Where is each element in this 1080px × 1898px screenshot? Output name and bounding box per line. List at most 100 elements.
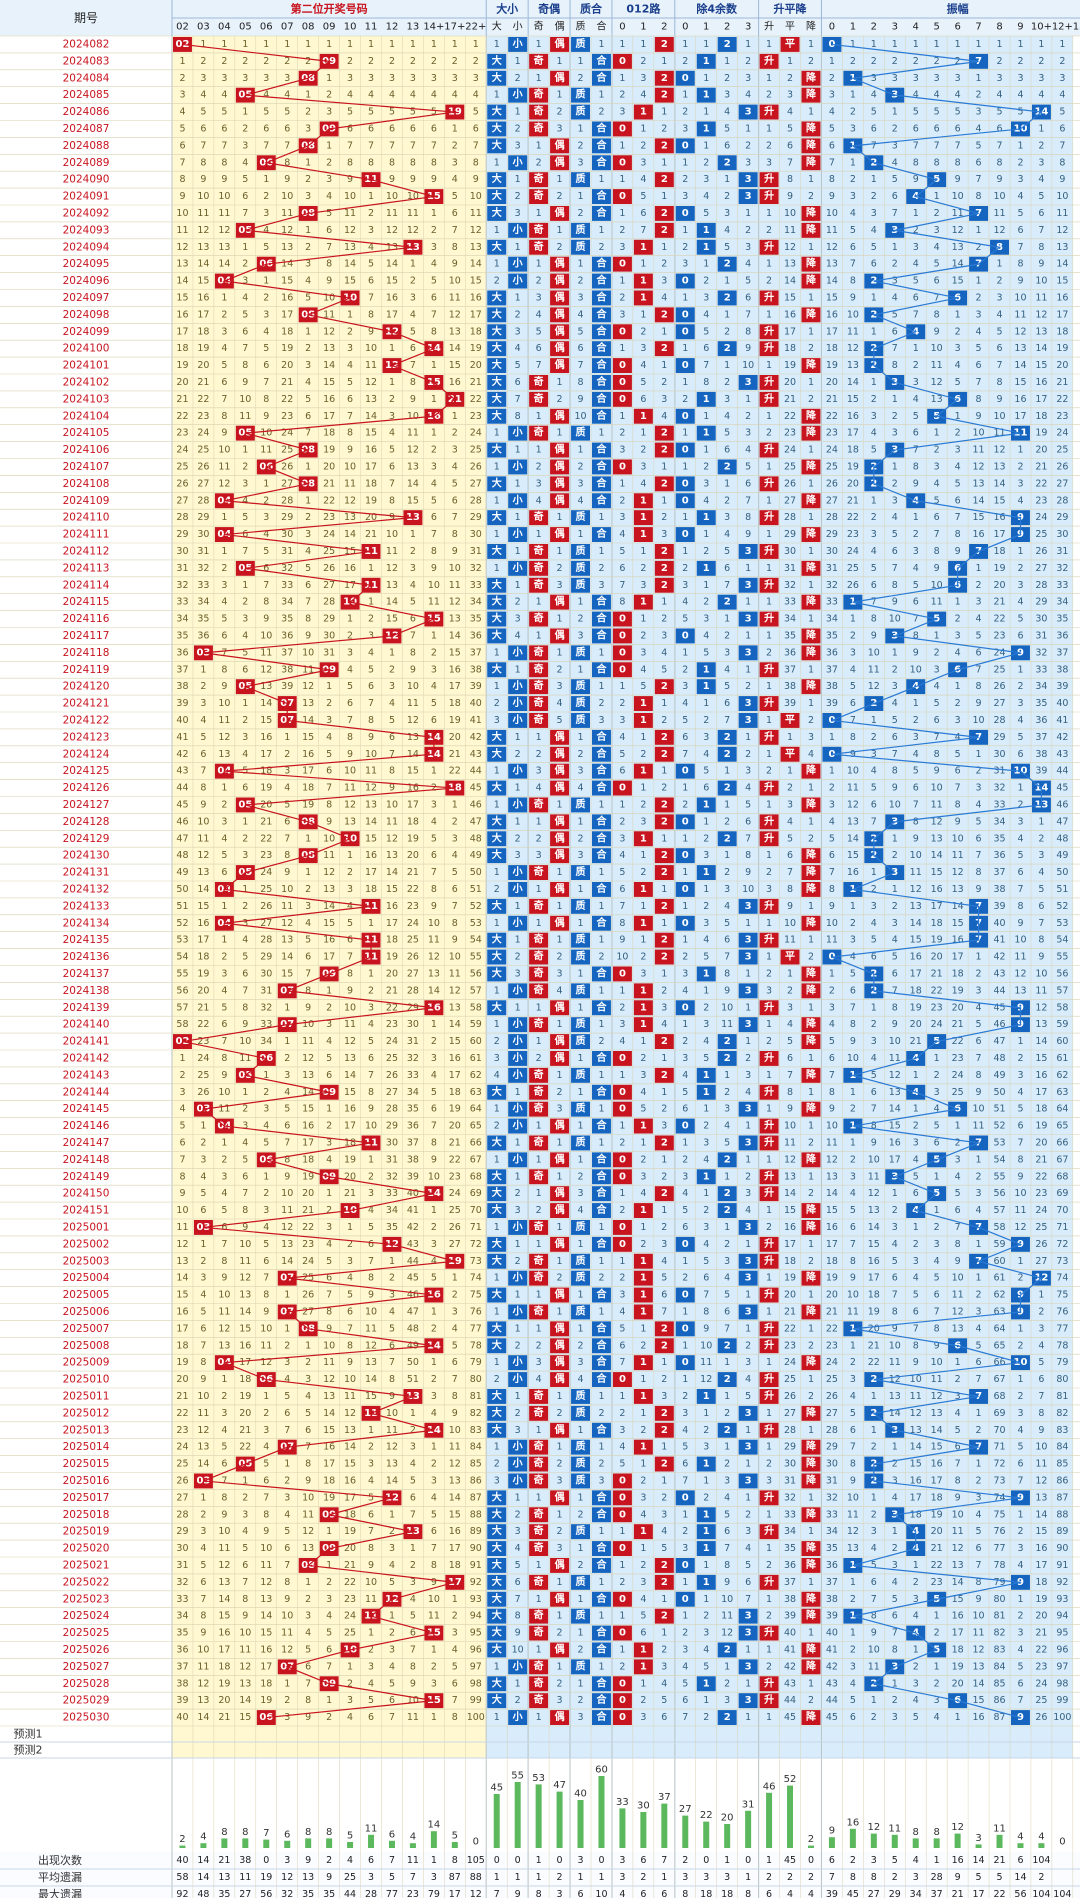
- hit-label: 3: [745, 715, 752, 726]
- miss-count: 1: [682, 512, 688, 523]
- miss-count: 1: [515, 1290, 521, 1301]
- miss-count: 10: [239, 394, 251, 405]
- miss-count: 6: [368, 1053, 374, 1064]
- hit-label: 0: [619, 614, 626, 625]
- miss-count: 2: [242, 1492, 248, 1503]
- section-title: 振幅: [947, 2, 969, 16]
- miss-count: 2: [515, 1188, 521, 1199]
- miss-count: 6: [242, 1560, 248, 1571]
- miss-count: 3: [284, 766, 290, 777]
- miss-count: 4: [724, 664, 730, 675]
- hit-label: 质: [576, 696, 586, 709]
- miss-count: 1: [494, 1154, 500, 1165]
- miss-count: 1: [640, 1137, 646, 1148]
- miss-count: 5: [1038, 191, 1044, 202]
- hit-marker: [487, 70, 507, 86]
- miss-count: 1: [578, 1543, 584, 1554]
- miss-count: 9: [179, 191, 185, 202]
- miss-count: 12: [1056, 225, 1068, 236]
- miss-count: 1: [557, 1391, 563, 1402]
- period-cell: 2025008: [63, 1340, 110, 1352]
- miss-count: 23: [176, 1425, 188, 1436]
- miss-count: 26: [847, 580, 859, 591]
- miss-count: 31: [407, 1036, 419, 1047]
- miss-count: 5: [1017, 614, 1023, 625]
- miss-count: 3: [892, 918, 898, 929]
- hit-marker: [759, 172, 779, 188]
- miss-count: 7: [850, 715, 856, 726]
- miss-count: 6: [829, 850, 835, 861]
- miss-count: 48: [470, 833, 482, 844]
- miss-count: 46: [407, 1290, 419, 1301]
- miss-count: 5: [724, 428, 730, 439]
- miss-count: 2: [829, 985, 835, 996]
- miss-count: 6: [976, 360, 982, 371]
- miss-count: 1: [703, 1560, 709, 1571]
- miss-count: 2: [724, 630, 730, 641]
- miss-count: 5: [892, 529, 898, 540]
- miss-count: 31: [260, 985, 272, 996]
- miss-count: 5: [871, 445, 877, 456]
- miss-count: 7: [242, 546, 248, 557]
- miss-count: 9: [326, 1323, 332, 1334]
- hit-label: 合: [595, 274, 607, 287]
- miss-count: 57: [993, 1205, 1005, 1216]
- miss-count: 3: [787, 799, 793, 810]
- miss-count: 12: [449, 985, 461, 996]
- miss-count: 58: [993, 1222, 1005, 1233]
- miss-count: 3: [389, 73, 395, 84]
- miss-count: 61: [993, 1273, 1005, 1284]
- hit-marker: [508, 155, 528, 171]
- miss-count: 4: [871, 546, 877, 557]
- miss-count: 1: [682, 901, 688, 912]
- miss-count: 3: [703, 478, 709, 489]
- hit-label: 升: [764, 1288, 774, 1301]
- miss-count: 2: [745, 1509, 751, 1520]
- miss-count: 1: [536, 39, 542, 50]
- miss-count: 2: [431, 225, 437, 236]
- miss-count: 2: [682, 1273, 688, 1284]
- period-cell: 2024127: [63, 799, 110, 811]
- miss-count: 1: [242, 445, 248, 456]
- miss-count: 2: [515, 191, 521, 202]
- miss-count: 4: [661, 647, 667, 658]
- hit-label: 0: [619, 360, 626, 371]
- miss-count: 48: [176, 850, 188, 861]
- hit-label: 0: [682, 529, 689, 540]
- hit-marker: [592, 138, 611, 154]
- hit-label: 质: [576, 37, 586, 50]
- miss-count: 1: [871, 1391, 877, 1402]
- miss-count: 1: [703, 259, 709, 270]
- column-header: 13: [407, 22, 420, 33]
- hit-label: 升: [764, 189, 774, 202]
- miss-count: 4: [557, 698, 563, 709]
- miss-count: 1: [892, 833, 898, 844]
- miss-count: 3: [787, 1002, 793, 1013]
- miss-count: 18: [365, 478, 377, 489]
- miss-count: 3: [892, 428, 898, 439]
- miss-count: 5: [263, 546, 269, 557]
- miss-count: 5: [263, 1459, 269, 1470]
- miss-count: 5: [1017, 850, 1023, 861]
- miss-count: 1: [619, 1121, 625, 1132]
- miss-count: 3: [703, 292, 709, 303]
- miss-count: 17: [365, 461, 377, 472]
- period-cell: 2024130: [63, 850, 110, 862]
- miss-count: 1: [221, 546, 227, 557]
- miss-count: 4: [619, 529, 625, 540]
- miss-count: 56: [993, 1188, 1005, 1199]
- miss-count: 1: [284, 1459, 290, 1470]
- hit-label: 质: [576, 426, 586, 439]
- miss-count: 1: [536, 411, 542, 422]
- miss-count: 9: [347, 985, 353, 996]
- miss-count: 38: [1056, 664, 1068, 675]
- hit-label: 大: [492, 1254, 502, 1267]
- hit-label: 2: [661, 174, 668, 185]
- miss-count: 17: [826, 326, 838, 337]
- miss-count: 2: [452, 1290, 458, 1301]
- column-header: 偶: [555, 20, 565, 33]
- miss-count: 9: [955, 174, 961, 185]
- miss-count: 14: [344, 1070, 356, 1081]
- miss-count: 5: [913, 1171, 919, 1182]
- hit-label: 偶: [554, 831, 565, 844]
